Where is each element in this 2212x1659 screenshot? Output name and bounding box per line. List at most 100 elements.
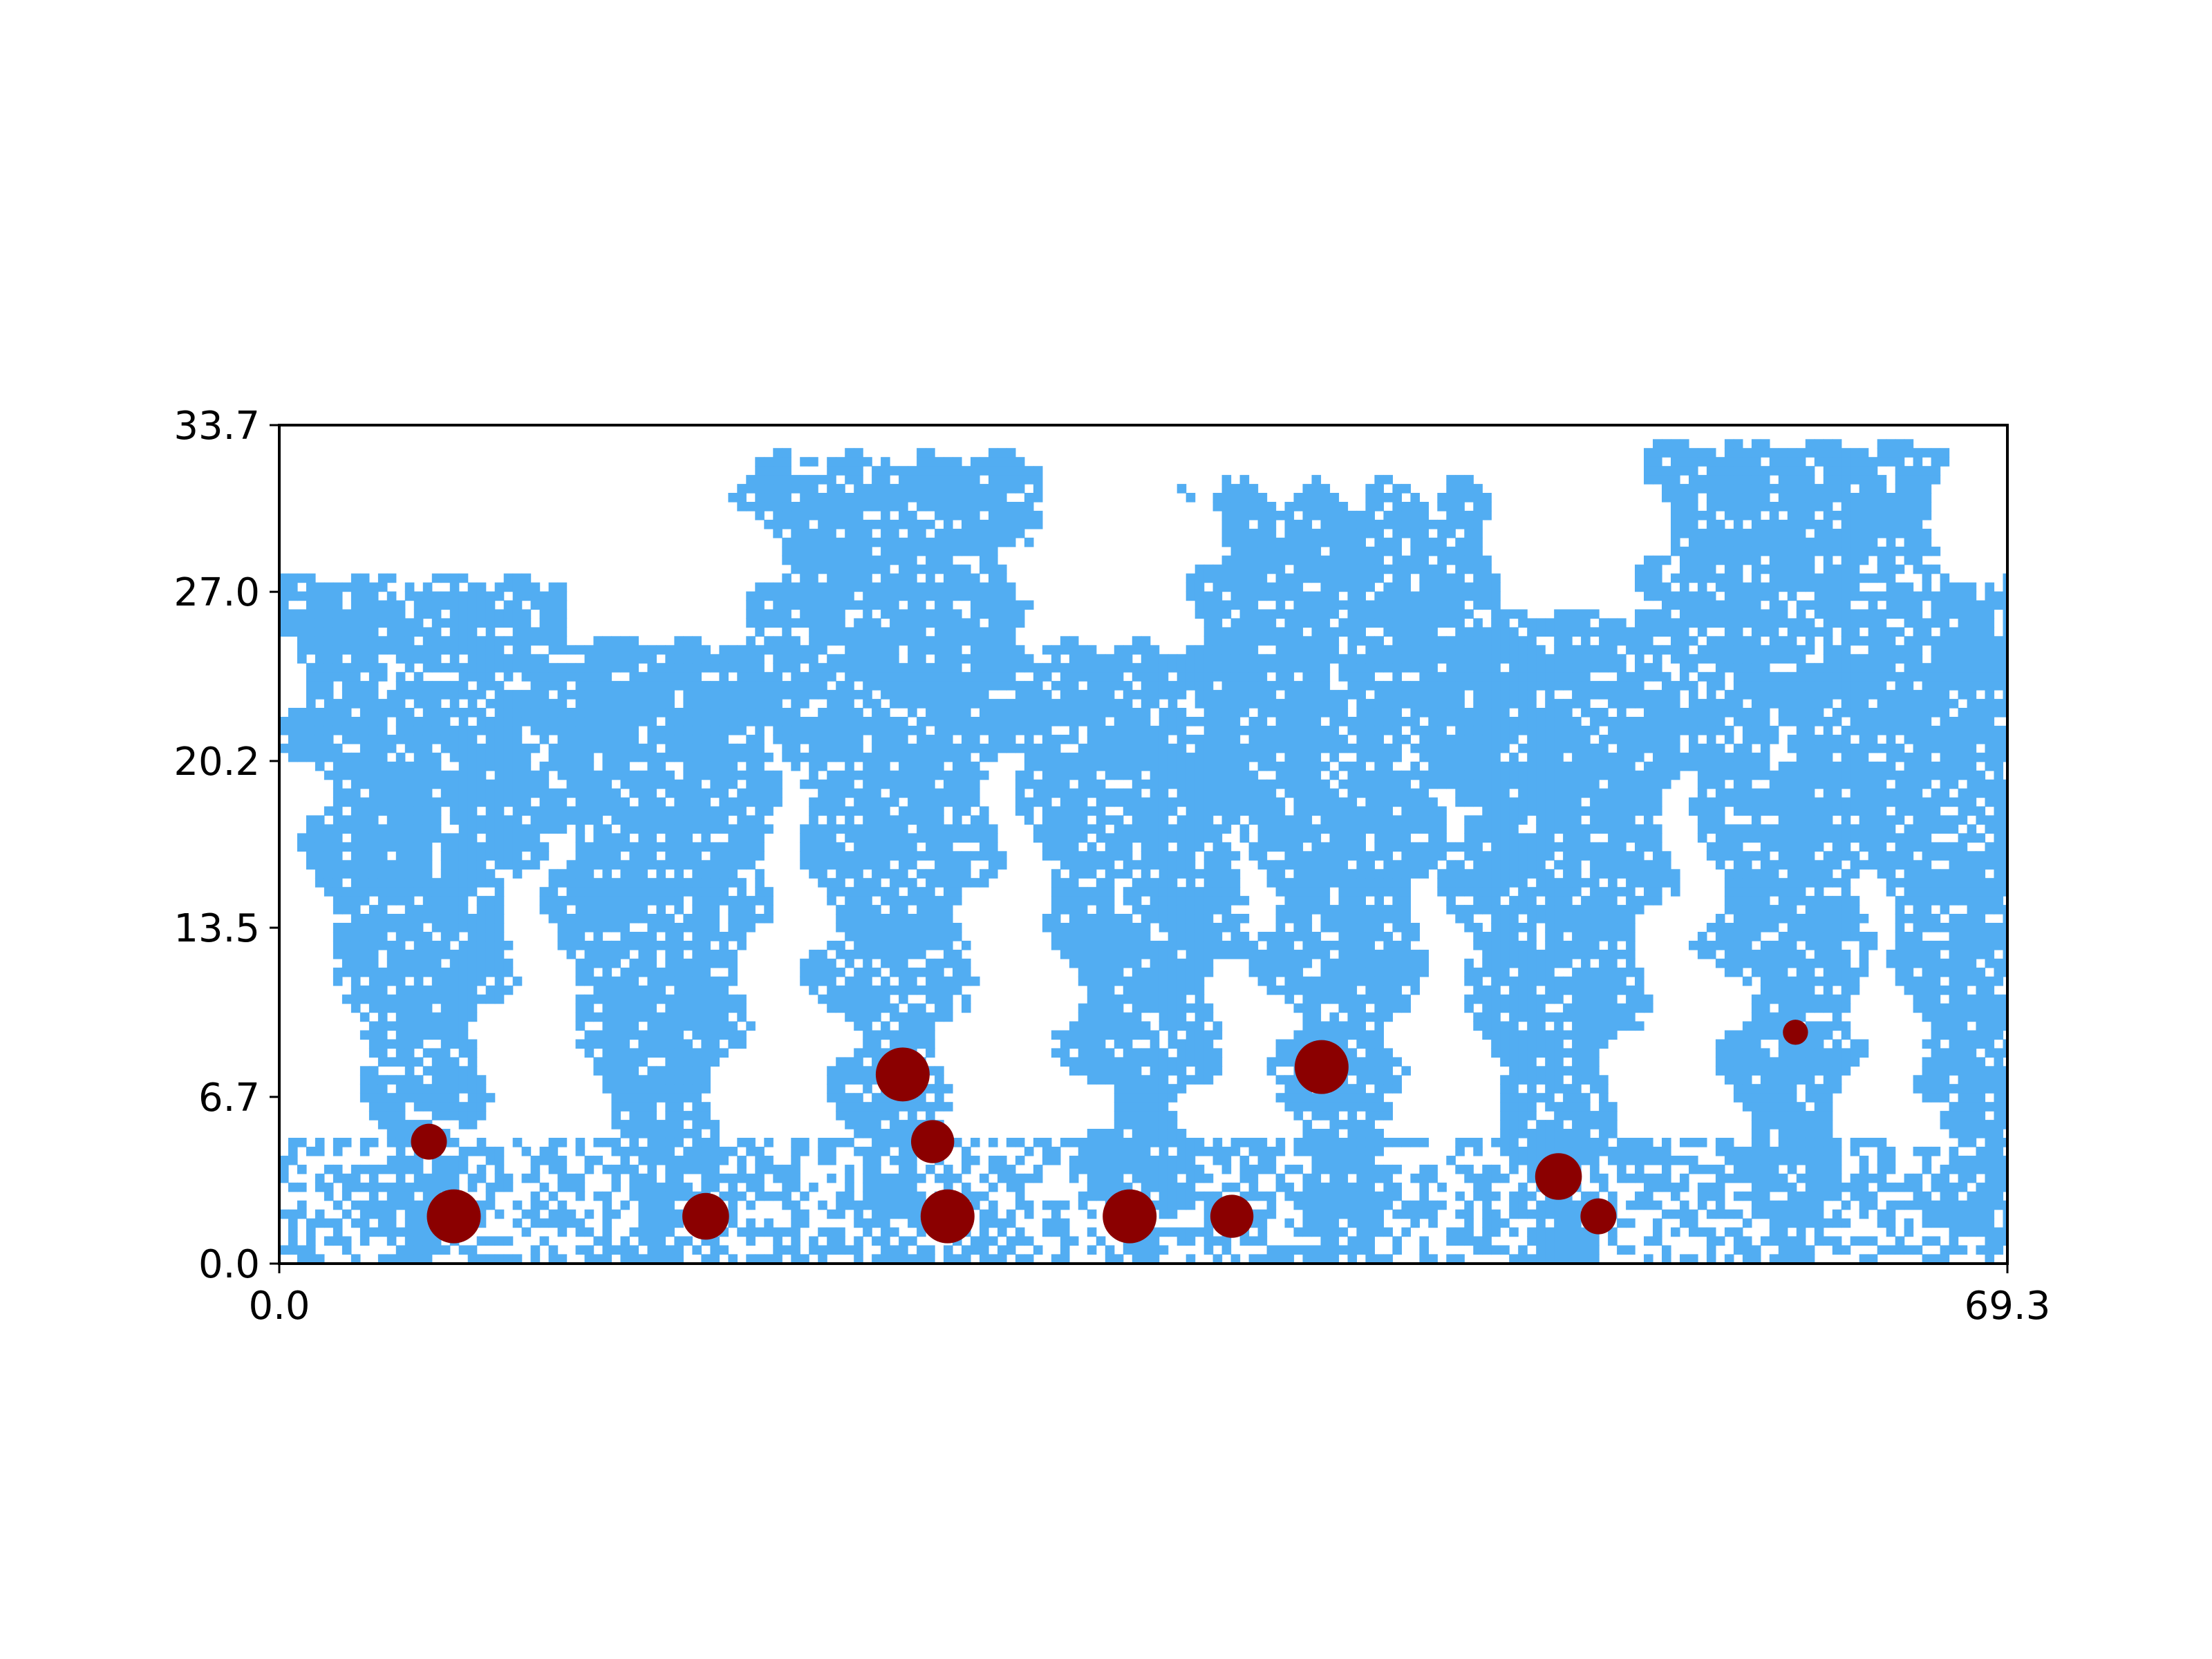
field-cell	[350, 905, 361, 915]
field-cell	[719, 761, 729, 771]
field-cell	[917, 824, 926, 834]
field-cell	[665, 1245, 675, 1255]
field-cell	[377, 1200, 388, 1210]
field-cell	[791, 1138, 800, 1147]
field-cell	[629, 860, 639, 870]
field-cell	[1042, 645, 1052, 655]
field-cell	[404, 1084, 415, 1094]
field-cell	[683, 725, 693, 735]
field-cell	[908, 690, 917, 700]
field-cell	[809, 618, 818, 628]
field-cell	[1123, 725, 1133, 735]
field-cell	[620, 1012, 630, 1022]
field-cell	[1069, 1173, 1079, 1183]
field-cell	[297, 842, 307, 852]
field-cell	[1087, 806, 1097, 816]
field-cell	[1033, 690, 1043, 700]
field-cell	[701, 940, 711, 950]
field-cell	[845, 1066, 854, 1076]
field-cell	[863, 1003, 872, 1013]
field-cell	[1060, 752, 1070, 762]
field-cell	[485, 627, 496, 637]
field-cell	[926, 1254, 935, 1264]
field-cell	[602, 940, 612, 950]
field-cell	[422, 967, 433, 977]
field-cell	[620, 761, 630, 771]
field-cell	[512, 609, 523, 619]
field-cell	[395, 1200, 406, 1210]
field-cell	[926, 636, 935, 646]
field-cell	[467, 725, 478, 735]
field-cell	[791, 752, 800, 762]
field-cell	[341, 717, 352, 727]
field-cell	[638, 1048, 648, 1058]
field-cell	[440, 1084, 451, 1094]
field-cell	[449, 654, 460, 664]
field-cell	[962, 958, 971, 968]
field-cell	[962, 564, 971, 574]
field-cell	[279, 1245, 289, 1255]
field-cell	[1087, 734, 1097, 744]
field-cell	[1006, 645, 1016, 655]
field-cell	[368, 958, 379, 968]
field-cell	[863, 699, 872, 709]
field-cell	[944, 708, 953, 718]
field-cell	[449, 985, 460, 995]
field-cell	[368, 806, 379, 816]
field-cell	[1114, 842, 1124, 852]
field-cell	[764, 717, 774, 727]
field-cell	[899, 878, 908, 888]
field-cell	[494, 914, 505, 924]
field-cell	[899, 824, 908, 834]
field-cell	[332, 976, 343, 986]
field-cell	[953, 1173, 962, 1183]
field-cell	[467, 582, 478, 592]
field-cell	[332, 654, 343, 664]
field-cell	[809, 815, 818, 825]
field-cell	[1006, 1182, 1016, 1192]
field-cell	[377, 752, 388, 762]
field-cell	[800, 609, 809, 619]
field-cell	[908, 466, 917, 476]
field-cell	[593, 842, 603, 852]
field-cell	[485, 842, 496, 852]
field-cell	[782, 725, 791, 735]
field-cell	[773, 528, 782, 538]
field-cell	[881, 994, 890, 1004]
field-cell	[872, 1191, 881, 1201]
field-cell	[872, 770, 881, 780]
field-cell	[755, 878, 765, 888]
field-cell	[988, 663, 998, 673]
field-cell	[1078, 833, 1088, 843]
field-cell	[872, 806, 881, 816]
field-cell	[872, 582, 881, 592]
field-cell	[395, 1012, 406, 1022]
field-cell	[971, 815, 980, 825]
field-cell	[683, 860, 693, 870]
field-cell	[297, 1245, 307, 1255]
field-cell	[908, 600, 917, 610]
field-cell	[845, 636, 854, 646]
field-cell	[1105, 1173, 1115, 1183]
field-cell	[674, 1093, 684, 1103]
field-cell	[692, 654, 702, 664]
field-cell	[503, 967, 514, 977]
field-cell	[890, 484, 899, 494]
field-cell	[602, 806, 612, 816]
field-cell	[890, 519, 899, 529]
field-cell	[764, 887, 774, 897]
field-cell	[917, 1245, 926, 1255]
field-cell	[503, 717, 514, 727]
field-cell	[953, 878, 962, 888]
field-cell	[422, 851, 433, 861]
field-cell	[872, 618, 881, 628]
field-cell	[1096, 681, 1106, 691]
field-cell	[665, 654, 675, 664]
field-cell	[449, 887, 460, 897]
field-cell	[431, 967, 442, 977]
field-cell	[629, 887, 639, 897]
field-cell	[665, 1102, 675, 1112]
field-cell	[584, 672, 594, 682]
field-cell	[620, 842, 630, 852]
field-cell	[773, 681, 782, 691]
